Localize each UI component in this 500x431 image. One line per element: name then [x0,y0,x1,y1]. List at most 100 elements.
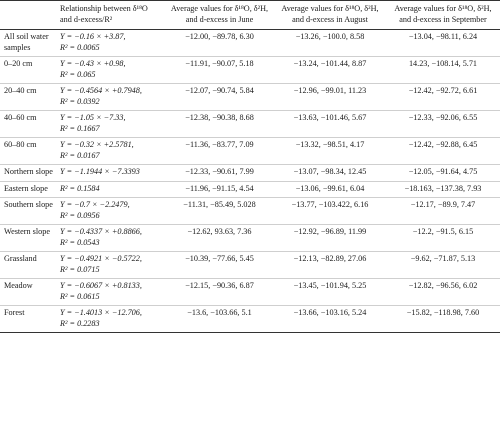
r-squared: R² = 0.1667 [60,123,100,133]
row-label: Meadow [0,278,56,306]
row-label: 60–80 cm [0,137,56,165]
relationship-cell: Y = −0.6067 × +0.8133, R² = 0.0615 [56,278,164,306]
june-values: −12.00, −89.78, 6.30 [164,29,274,57]
row-label: 40–60 cm [0,110,56,138]
august-values: −12.92, −96.89, 11.99 [274,224,385,252]
table-row: 60–80 cm Y = −0.32 × +2.5781, R² = 0.0167−… [0,137,500,165]
relationship-cell: Y = −0.16 × +3.87, R² = 0.0065 [56,29,164,57]
regression-equation: Y = −1.1944 × −7.3393 [60,167,140,176]
row-label: Forest [0,305,56,333]
june-values: −12.33, −90.61, 7.99 [164,164,274,182]
august-values: −12.13, −82.89, 27.06 [274,251,385,279]
relationship-cell: Y = −0.4564 × +0.7948, R² = 0.0392 [56,83,164,111]
relationship-cell: Y = −1.05 × −7.33, R² = 0.1667 [56,110,164,138]
table-row: Northern slope Y = −1.1944 × −7.3393 −12.3… [0,164,500,182]
header-september: Average values for δ¹⁸O, δ²H, and d-exce… [385,0,500,30]
table-row: Forest Y = −1.4013 × −12.706, R² = 0.2283−… [0,305,500,333]
regression-equation: R² = 0.1584 [60,183,100,193]
august-values: −13.07, −98.34, 12.45 [274,164,385,182]
september-values: −12.2, −91.5, 6.15 [385,224,500,252]
june-values: −12.15, −90.36, 6.87 [164,278,274,306]
relationship-cell: R² = 0.1584 [56,181,164,198]
r-squared: R² = 0.065 [60,69,96,79]
september-values: −15.82, −118.98, 7.60 [385,305,500,333]
regression-equation: Y = −0.43 × +0.98, [60,59,126,68]
table-row: Western slope Y = −0.4337 × +0.8866, R² = … [0,224,500,252]
header-june: Average values for δ¹⁸O, δ²H, and d-exce… [164,0,274,30]
table-row: 40–60 cm Y = −1.05 × −7.33, R² = 0.1667 −12… [0,110,500,138]
june-values: −11.91, −90.07, 5.18 [164,56,274,84]
relationship-cell: Y = −0.4337 × +0.8866, R² = 0.0543 [56,224,164,252]
regression-equation: Y = −0.4337 × +0.8866, [60,227,142,236]
august-values: −12.96, −99.01, 11.23 [274,83,385,111]
table-row: 20–40 cm Y = −0.4564 × +0.7948, R² = 0.039… [0,83,500,111]
row-label: Western slope [0,224,56,252]
june-values: −11.96, −91.15, 4.54 [164,181,274,198]
relationship-cell: Y = −1.4013 × −12.706, R² = 0.2283 [56,305,164,333]
table-body: All soil water samples Y = −0.16 × +3.87,… [0,29,500,333]
r-squared: R² = 0.0167 [60,150,100,160]
r-squared: R² = 0.2283 [60,318,100,328]
header-category [0,0,56,30]
regression-equation: Y = −0.4921 × −0.5722, [60,254,142,263]
august-values: −13.45, −101.94, 5.25 [274,278,385,306]
row-label: Northern slope [0,164,56,182]
regression-equation: Y = −0.7 × −2.2479, [60,200,130,209]
june-values: −12.62, 93.63, 7.36 [164,224,274,252]
isotope-table: Relationship between δ¹⁸O and d-excess/R… [0,0,500,333]
relationship-cell: Y = −1.1944 × −7.3393 [56,164,164,182]
row-label: 20–40 cm [0,83,56,111]
r-squared: R² = 0.0392 [60,96,100,106]
table-row: Southern slope Y = −0.7 × −2.2479, R² = 0.… [0,197,500,225]
august-values: −13.26, −100.0, 8.58 [274,29,385,57]
row-label: All soil water samples [0,29,56,57]
regression-equation: Y = −1.05 × −7.33, [60,113,126,122]
august-values: −13.24, −101.44, 8.87 [274,56,385,84]
row-label: Grassland [0,251,56,279]
table-row: 0–20 cm Y = −0.43 × +0.98, R² = 0.065 −11.9… [0,56,500,84]
august-values: −13.06, −99.61, 6.04 [274,181,385,198]
r-squared: R² = 0.0065 [60,42,100,52]
june-values: −11.31, −85.49, 5.028 [164,197,274,225]
row-label: Eastern slope [0,181,56,198]
row-label: 0–20 cm [0,56,56,84]
table-row: Meadow Y = −0.6067 × +0.8133, R² = 0.0615−… [0,278,500,306]
r-squared: R² = 0.0543 [60,237,100,247]
relationship-cell: Y = −0.4921 × −0.5722, R² = 0.0715 [56,251,164,279]
september-values: −13.04, −98.11, 6.24 [385,29,500,57]
september-values: −12.42, −92.72, 6.61 [385,83,500,111]
august-values: −13.63, −101.46, 5.67 [274,110,385,138]
r-squared: R² = 0.0715 [60,264,100,274]
september-values: −18.163, −137.38, 7.93 [385,181,500,198]
august-values: −13.77, −103.422, 6.16 [274,197,385,225]
september-values: −12.05, −91.64, 4.75 [385,164,500,182]
header-relationship: Relationship between δ¹⁸O and d-excess/R… [56,0,164,30]
june-values: −12.07, −90.74, 5.84 [164,83,274,111]
r-squared: R² = 0.0956 [60,210,100,220]
june-values: −12.38, −90.38, 8.68 [164,110,274,138]
relationship-cell: Y = −0.32 × +2.5781, R² = 0.0167 [56,137,164,165]
regression-equation: Y = −0.32 × +2.5781, [60,140,134,149]
row-label: Southern slope [0,197,56,225]
table-row: Grassland Y = −0.4921 × −0.5722, R² = 0.07… [0,251,500,279]
header-august: Average values for δ¹⁸O, δ²H, and d-exce… [274,0,385,30]
september-values: −12.17, −89.9, 7.47 [385,197,500,225]
september-values: −9.62, −71.87, 5.13 [385,251,500,279]
table-header-row: Relationship between δ¹⁸O and d-excess/R… [0,0,500,30]
september-values: −12.33, −92.06, 6.55 [385,110,500,138]
table-row: All soil water samples Y = −0.16 × +3.87,… [0,29,500,57]
june-values: −13.6, −103.66, 5.1 [164,305,274,333]
august-values: −13.32, −98.51, 4.17 [274,137,385,165]
september-values: −12.82, −96.56, 6.02 [385,278,500,306]
june-values: −11.36, −83.77, 7.09 [164,137,274,165]
r-squared: R² = 0.0615 [60,291,100,301]
relationship-cell: Y = −0.7 × −2.2479, R² = 0.0956 [56,197,164,225]
regression-equation: Y = −0.4564 × +0.7948, [60,86,142,95]
regression-equation: Y = −1.4013 × −12.706, [60,308,142,317]
regression-equation: Y = −0.6067 × +0.8133, [60,281,142,290]
june-values: −10.39, −77.66, 5.45 [164,251,274,279]
table-row: Eastern slope R² = 0.1584 −11.96, −91.15, … [0,181,500,198]
august-values: −13.66, −103.16, 5.24 [274,305,385,333]
relationship-cell: Y = −0.43 × +0.98, R² = 0.065 [56,56,164,84]
september-values: −12.42, −92.88, 6.45 [385,137,500,165]
